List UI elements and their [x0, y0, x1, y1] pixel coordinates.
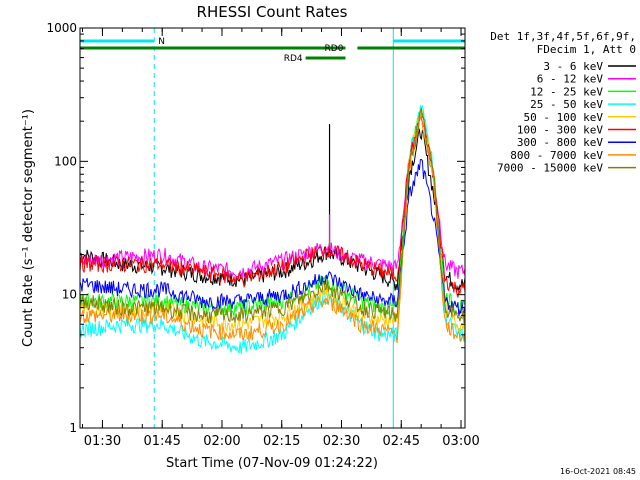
x-tick-label: 03:00: [442, 434, 479, 449]
series-line: [79, 112, 466, 298]
legend-header: FDecim 1, Att 0: [537, 43, 636, 56]
legend-entry-label: 800 - 7000 keV: [510, 149, 603, 162]
legend-entry-label: 300 - 800 keV: [517, 136, 603, 149]
chart-title: RHESSI Count Rates: [197, 3, 348, 21]
legend-entry-label: 7000 - 15000 keV: [497, 162, 603, 175]
x-tick-label: 02:15: [263, 434, 300, 449]
legend-header: Det 1f,3f,4f,5f,6f,9f,: [490, 30, 636, 43]
series-line: [79, 107, 466, 317]
legend-entry-label: 3 - 6 keV: [543, 60, 603, 73]
y-tick-label: 1000: [46, 21, 77, 35]
y-tick-label: 10: [62, 288, 77, 302]
plot-frame: [79, 27, 466, 429]
x-tick-label: 01:30: [84, 434, 121, 449]
legend-entry-label: 100 - 300 keV: [517, 124, 603, 137]
footer-date: 16-Oct-2021 08:45: [560, 467, 636, 476]
x-axis-label: Start Time (07-Nov-09 01:24:22): [166, 456, 378, 471]
legend-entry-label: 50 - 100 keV: [524, 111, 604, 124]
legend-entry-label: 6 - 12 keV: [537, 73, 604, 86]
state-bar-label: RD4: [284, 54, 303, 64]
x-tick-label: 01:45: [143, 434, 180, 449]
y-axis-label: Count Rate (s⁻¹ detector segment⁻¹): [21, 109, 36, 347]
y-tick-label: 1: [69, 421, 77, 435]
series-line: [79, 111, 466, 344]
legend-entry-label: 12 - 25 keV: [530, 85, 603, 98]
series-line: [79, 108, 466, 324]
state-bar-label: RD0: [325, 44, 344, 54]
x-tick-label: 02:45: [383, 434, 420, 449]
legend-entry-label: 25 - 50 keV: [530, 98, 603, 111]
x-tick-label: 02:00: [203, 434, 240, 449]
state-bar-label: N: [158, 37, 165, 47]
x-tick-label: 02:30: [323, 434, 360, 449]
y-tick-label: 100: [54, 154, 77, 168]
